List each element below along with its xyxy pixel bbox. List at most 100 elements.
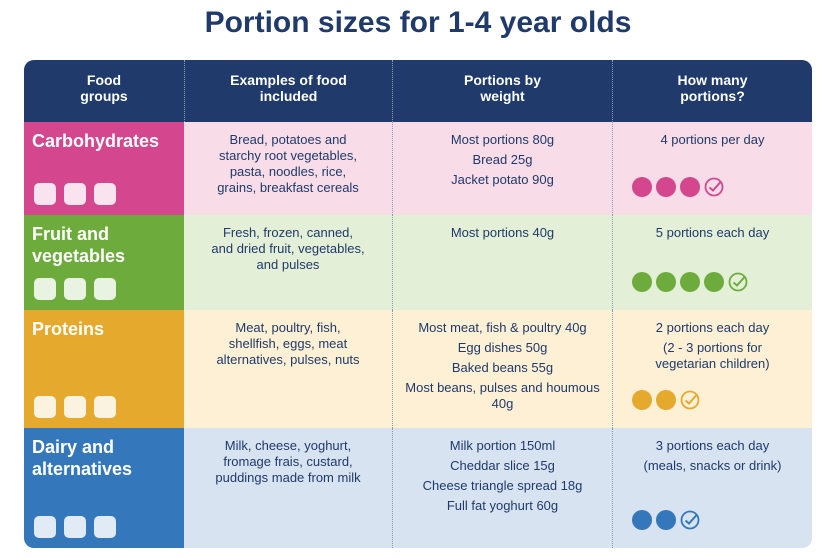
- table-row: Proteins Meat, poultry, fish, shellfish, …: [24, 310, 812, 428]
- portion-dot: [680, 177, 700, 197]
- portion-dot: [656, 272, 676, 292]
- header-text: How many portions?: [677, 72, 748, 104]
- group-name: Carbohydrates: [32, 131, 160, 151]
- portion-icons: [632, 272, 782, 292]
- portion-check: [704, 177, 724, 197]
- how-many-line: 3 portions each day: [655, 438, 770, 453]
- portion-check: [728, 272, 748, 292]
- food-icons: [34, 278, 116, 300]
- portion-line: Most portions 80g: [450, 132, 555, 147]
- food-icon: [94, 396, 116, 418]
- group-cell: Fruit and vegetables: [24, 215, 184, 310]
- how-many-cell: 4 portions per day: [612, 122, 812, 215]
- table-row: Dairy and alternatives Milk, cheese, yogh…: [24, 428, 812, 548]
- group-cell: Dairy and alternatives: [24, 428, 184, 548]
- portion-dot: [632, 510, 652, 530]
- how-many-line: (2 - 3 portions for vegetarian children): [655, 340, 770, 371]
- portion-line: Most portions 40g: [450, 225, 555, 240]
- table-row: Fruit and vegetables Fresh, frozen, canne…: [24, 215, 812, 310]
- check-mark: [684, 513, 698, 525]
- food-icon: [34, 396, 56, 418]
- portion-dot: [680, 272, 700, 292]
- food-icons: [34, 516, 116, 538]
- portion-line: Egg dishes 50g: [457, 340, 548, 355]
- check-mark: [684, 393, 698, 405]
- how-many-cell: 5 portions each day: [612, 215, 812, 310]
- check-mark: [732, 275, 746, 287]
- food-icon: [94, 516, 116, 538]
- examples-cell: Fresh, frozen, canned, and dried fruit, …: [184, 215, 392, 310]
- portion-line: Most meat, fish & poultry 40g: [418, 320, 587, 335]
- portion-line: Cheese triangle spread 18g: [422, 478, 583, 493]
- page-title: Portion sizes for 1-4 year olds: [204, 6, 632, 39]
- header-cell: Examples of food included: [184, 60, 392, 122]
- header-cell: Food groups: [24, 60, 184, 122]
- examples-text: Milk, cheese, yoghurt, fromage frais, cu…: [215, 438, 361, 485]
- portions-cell: Most meat, fish & poultry 40g Egg dishes …: [392, 310, 612, 428]
- portion-dot: [656, 390, 676, 410]
- check-circle: [680, 510, 700, 530]
- check-circle: [704, 177, 724, 197]
- portion-line: Most beans, pulses and houmous 40g: [405, 380, 600, 411]
- examples-text: Bread, potatoes and starchy root vegetab…: [217, 132, 359, 195]
- group-cell: Proteins: [24, 310, 184, 428]
- header-text: Food groups: [80, 72, 128, 104]
- portion-dot: [704, 272, 724, 292]
- portion-dot: [656, 177, 676, 197]
- portion-check: [680, 390, 700, 410]
- how-many-cell: 3 portions each day (meals, snacks or dri…: [612, 428, 812, 548]
- header-cell: Portions by weight: [392, 60, 612, 122]
- how-many-line: 2 portions each day: [655, 320, 770, 335]
- check-circle: [728, 272, 748, 292]
- portion-dot: [656, 510, 676, 530]
- food-icon: [64, 516, 86, 538]
- food-icon: [64, 183, 86, 205]
- header-cell: How many portions?: [612, 60, 812, 122]
- how-many-cell: 2 portions each day (2 - 3 portions for v…: [612, 310, 812, 428]
- food-icon: [34, 183, 56, 205]
- portion-icons: [632, 510, 782, 530]
- group-name: Dairy and alternatives: [32, 437, 133, 479]
- portion-dot: [632, 272, 652, 292]
- examples-text: Meat, poultry, fish, shellfish, eggs, me…: [216, 320, 360, 367]
- how-many-line: 5 portions each day: [655, 225, 770, 240]
- group-cell: Carbohydrates: [24, 122, 184, 215]
- examples-cell: Meat, poultry, fish, shellfish, eggs, me…: [184, 310, 392, 428]
- food-icon: [94, 183, 116, 205]
- portion-line: Full fat yoghurt 60g: [446, 498, 559, 513]
- portions-cell: Most portions 40g: [392, 215, 612, 310]
- portion-table: Food groups Examples of food included Po…: [24, 60, 812, 548]
- food-icons: [34, 396, 116, 418]
- food-icons: [34, 183, 116, 205]
- portion-line: Jacket potato 90g: [451, 172, 554, 187]
- portion-icons: [632, 390, 782, 410]
- portion-dot: [632, 177, 652, 197]
- how-many-line: (meals, snacks or drink): [643, 458, 782, 473]
- portions-cell: Milk portion 150ml Cheddar slice 15g Chees…: [392, 428, 612, 548]
- portion-check: [680, 510, 700, 530]
- how-many-line: 4 portions per day: [660, 132, 765, 147]
- group-name: Proteins: [32, 319, 105, 339]
- portion-dot: [632, 390, 652, 410]
- portion-line: Baked beans 55g: [451, 360, 554, 375]
- group-name: Fruit and vegetables: [32, 224, 126, 266]
- portion-line: Milk portion 150ml: [449, 438, 556, 453]
- portion-line: Bread 25g: [472, 152, 533, 167]
- examples-text: Fresh, frozen, canned, and dried fruit, …: [211, 225, 365, 272]
- table-row: Carbohydrates Bread, potatoes and starchy…: [24, 122, 812, 215]
- header-text: Examples of food included: [230, 72, 347, 104]
- header-text: Portions by weight: [463, 72, 541, 104]
- portion-icons: [632, 177, 782, 197]
- food-icon: [34, 278, 56, 300]
- food-icon: [94, 278, 116, 300]
- examples-cell: Milk, cheese, yoghurt, fromage frais, cu…: [184, 428, 392, 548]
- check-mark: [708, 180, 722, 192]
- portion-line: Cheddar slice 15g: [450, 458, 555, 473]
- portions-cell: Most portions 80g Bread 25g Jacket potato …: [392, 122, 612, 215]
- header-row: Food groups Examples of food included Po…: [24, 60, 812, 122]
- food-icon: [64, 278, 86, 300]
- examples-cell: Bread, potatoes and starchy root vegetab…: [184, 122, 392, 215]
- food-icon: [34, 516, 56, 538]
- check-circle: [680, 390, 700, 410]
